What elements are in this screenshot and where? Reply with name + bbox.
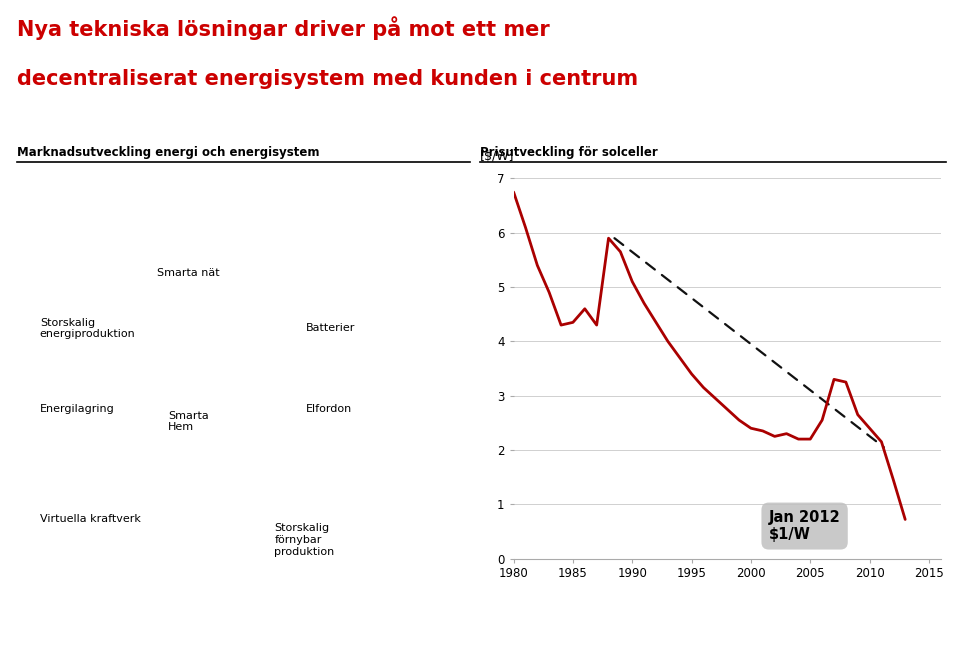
Text: Marknadsutveckling energi och energisystem: Marknadsutveckling energi och energisyst… (17, 145, 320, 159)
Text: Storskalig
energiproduktion: Storskalig energiproduktion (40, 317, 135, 339)
Text: decentraliserat energisystem med kunden i centrum: decentraliserat energisystem med kunden … (17, 69, 638, 89)
Text: Elfordon: Elfordon (306, 404, 352, 414)
Text: Virtuella kraftverk: Virtuella kraftverk (40, 514, 141, 524)
Text: Smarta nät: Smarta nät (157, 268, 220, 278)
Text: Batterier: Batterier (306, 323, 355, 333)
Text: Jan 2012
$1/W: Jan 2012 $1/W (769, 510, 841, 542)
Text: Smarta
Hem: Smarta Hem (168, 410, 209, 432)
Text: Prisutveckling för solceller: Prisutveckling för solceller (480, 145, 658, 159)
Text: e·on: e·on (846, 611, 911, 638)
Text: Storskalig
förnybar
produktion: Storskalig förnybar produktion (275, 524, 335, 557)
Text: Nya tekniska lösningar driver på mot ett mer: Nya tekniska lösningar driver på mot ett… (17, 17, 550, 40)
Text: Energilagring: Energilagring (40, 404, 114, 414)
Text: [$/W]: [$/W] (479, 150, 514, 163)
